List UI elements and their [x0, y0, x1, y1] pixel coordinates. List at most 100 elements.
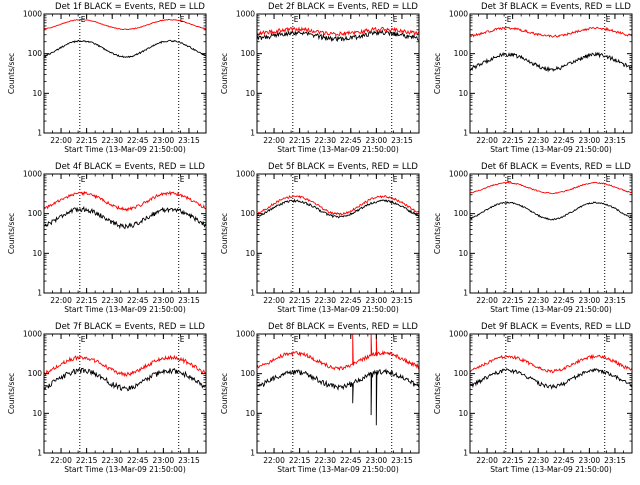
plot-frame: [256, 333, 420, 454]
x-tick-label: 23:00: [366, 136, 388, 145]
x-tick-label: 23:15: [391, 296, 413, 305]
x-tick-label: 23:00: [153, 136, 175, 145]
y-tick-label: 100: [28, 369, 43, 378]
y-axis-label: Counts/sec: [7, 373, 16, 414]
y-tick-label: 1: [250, 289, 255, 298]
y-tick-label: 10: [245, 249, 255, 258]
x-tick-label: 22:30: [527, 136, 549, 145]
y-tick-label: 1000: [23, 330, 42, 339]
x-axis-label: Start Time (13-Mar-09 21:50:00): [64, 305, 186, 314]
panel-title: Det 7f BLACK = Events, RED = LLD: [55, 322, 205, 332]
x-tick-label: 23:15: [178, 136, 200, 145]
y-axis-label: Counts/sec: [7, 213, 16, 254]
x-tick-label: 22:30: [101, 296, 123, 305]
plot-frame: [469, 333, 633, 454]
y-tick-label: 1000: [23, 10, 42, 19]
x-tick-label: 22:00: [263, 136, 285, 145]
y-tick-label: 100: [28, 209, 43, 218]
detector-panel-2: Det 2f BLACK = Events, RED = LLD E E 1 10 100…: [220, 2, 420, 154]
plot-frame: [256, 173, 420, 294]
event-marker-label: E: [294, 15, 299, 24]
series-lld-line: [44, 354, 206, 377]
detector-panel-5: Det 5f BLACK = Events, RED = LLD E E 1 10 100…: [220, 162, 420, 314]
y-axis-label: Counts/sec: [433, 213, 442, 254]
y-axis-label: Counts/sec: [433, 53, 442, 94]
y-tick-label: 1: [250, 129, 255, 138]
panel-title: Det 2f BLACK = Events, RED = LLD: [268, 2, 418, 12]
y-tick-label: 1: [463, 129, 468, 138]
event-marker-label: E: [606, 175, 611, 184]
event-marker-label: E: [81, 335, 86, 344]
y-axis-label: Counts/sec: [220, 213, 229, 254]
y-tick-label: 1: [37, 289, 42, 298]
y-tick-label: 1: [250, 449, 255, 458]
x-tick-label: 22:15: [289, 296, 311, 305]
x-tick-label: 22:45: [553, 136, 575, 145]
x-tick-label: 23:00: [579, 136, 601, 145]
panel-title: Det 1f BLACK = Events, RED = LLD: [55, 2, 205, 12]
series-events-line: [257, 28, 419, 43]
x-axis-label: Start Time (13-Mar-09 21:50:00): [64, 145, 186, 154]
x-tick-label: 22:15: [502, 456, 524, 465]
x-tick-label: 22:15: [76, 136, 98, 145]
y-tick-label: 1000: [236, 170, 255, 179]
x-tick-label: 22:30: [527, 296, 549, 305]
y-tick-label: 10: [458, 89, 468, 98]
x-tick-label: 23:15: [178, 456, 200, 465]
x-tick-label: 22:00: [263, 456, 285, 465]
event-marker-label: E: [606, 15, 611, 24]
y-tick-label: 10: [32, 89, 42, 98]
x-tick-label: 22:15: [76, 296, 98, 305]
x-axis-label: Start Time (13-Mar-09 21:50:00): [490, 305, 612, 314]
x-tick-label: 23:15: [391, 136, 413, 145]
x-tick-label: 22:15: [502, 136, 524, 145]
y-tick-label: 100: [241, 209, 256, 218]
panel-title: Det 6f BLACK = Events, RED = LLD: [481, 162, 631, 172]
x-tick-label: 22:00: [50, 136, 72, 145]
x-tick-label: 22:00: [50, 456, 72, 465]
y-tick-label: 100: [454, 209, 469, 218]
x-tick-label: 23:00: [366, 296, 388, 305]
x-axis-label: Start Time (13-Mar-09 21:50:00): [277, 145, 399, 154]
y-tick-label: 100: [28, 49, 43, 58]
event-marker-label: E: [507, 335, 512, 344]
plot-frame: [256, 13, 420, 134]
x-tick-label: 22:30: [314, 456, 336, 465]
y-tick-label: 1000: [449, 330, 468, 339]
x-axis-label: Start Time (13-Mar-09 21:50:00): [490, 145, 612, 154]
series-events-line: [470, 51, 632, 73]
x-tick-label: 22:45: [340, 456, 362, 465]
series-events-line: [470, 367, 632, 390]
series-events-line: [257, 198, 419, 219]
x-tick-label: 23:00: [579, 296, 601, 305]
x-tick-label: 22:15: [76, 456, 98, 465]
panel-title: Det 3f BLACK = Events, RED = LLD: [481, 2, 631, 12]
y-tick-label: 1000: [236, 10, 255, 19]
x-tick-label: 22:30: [314, 136, 336, 145]
x-tick-label: 22:15: [289, 136, 311, 145]
y-tick-label: 1000: [23, 170, 42, 179]
x-tick-label: 22:00: [263, 296, 285, 305]
y-tick-label: 1000: [449, 170, 468, 179]
x-tick-label: 23:15: [604, 136, 626, 145]
x-tick-label: 22:45: [340, 136, 362, 145]
x-tick-label: 22:00: [476, 456, 498, 465]
x-tick-label: 22:45: [127, 296, 149, 305]
x-tick-label: 22:15: [502, 296, 524, 305]
y-tick-label: 100: [241, 49, 256, 58]
x-tick-label: 22:45: [127, 136, 149, 145]
x-axis-label: Start Time (13-Mar-09 21:50:00): [277, 465, 399, 474]
y-tick-label: 10: [32, 409, 42, 418]
x-tick-label: 23:15: [178, 296, 200, 305]
x-tick-label: 23:00: [579, 456, 601, 465]
x-tick-label: 23:15: [604, 296, 626, 305]
y-tick-label: 1: [463, 289, 468, 298]
y-axis-label: Counts/sec: [7, 53, 16, 94]
event-marker-label: E: [81, 175, 86, 184]
event-marker-label: E: [180, 335, 185, 344]
x-tick-label: 22:45: [127, 456, 149, 465]
plot-frame: [43, 333, 207, 454]
